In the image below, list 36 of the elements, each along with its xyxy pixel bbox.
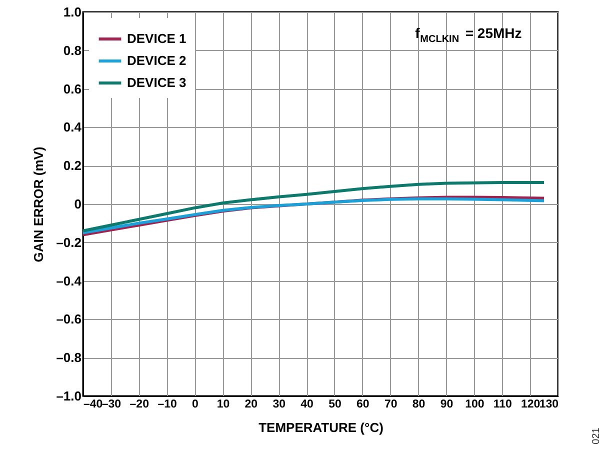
x-tick-label: 10	[216, 398, 230, 410]
x-tick-label: 90	[440, 398, 454, 410]
x-tick-label: 70	[384, 398, 398, 410]
y-tick-label: –0.2	[56, 234, 82, 250]
x-tick-label: 80	[412, 398, 426, 410]
y-tick-label: –0.8	[56, 350, 82, 366]
text: 021	[591, 427, 602, 444]
y-tick-label: –0.4	[56, 273, 82, 288]
y-tick-label: –1.0	[56, 388, 82, 404]
x-tick-label: 0	[192, 398, 198, 410]
y-axis-title: GAIN ERROR (mV)	[31, 146, 46, 262]
x-tick-label: 50	[328, 398, 342, 410]
line-series	[82, 180, 546, 232]
x-tick-label: 40	[300, 398, 314, 410]
x-tick-label: 30	[272, 398, 286, 410]
x-tick-label: 110	[493, 398, 512, 410]
y-tick-label: 1.0	[63, 4, 82, 20]
legend-label: DEVICE 1	[127, 31, 186, 46]
x-tick-label: 120	[520, 398, 540, 410]
y-tick-label: 0.8	[63, 42, 82, 58]
x-tick-label: –10	[158, 398, 177, 410]
x-tick-label: 20	[244, 398, 258, 410]
y-tick-label: –0.6	[56, 312, 82, 327]
y-tick-label: 0.4	[63, 120, 82, 135]
x-tick-label: 60	[356, 398, 370, 410]
y-tick-label: 0.6	[63, 81, 82, 96]
x-tick-label: 100	[465, 398, 484, 410]
y-tick-label: 0	[74, 196, 82, 212]
legend-label: DEVICE 3	[127, 75, 186, 90]
x-tick-label: –40	[84, 398, 103, 410]
x-tick-label: –30	[102, 398, 122, 410]
x-tick-label: 130	[539, 398, 558, 410]
legend-label: DEVICE 2	[127, 53, 186, 68]
x-axis-title: TEMPERATURE (°C)	[258, 420, 384, 435]
x-tick-label: –20	[130, 398, 149, 410]
y-tick-label: 0.2	[63, 158, 82, 174]
